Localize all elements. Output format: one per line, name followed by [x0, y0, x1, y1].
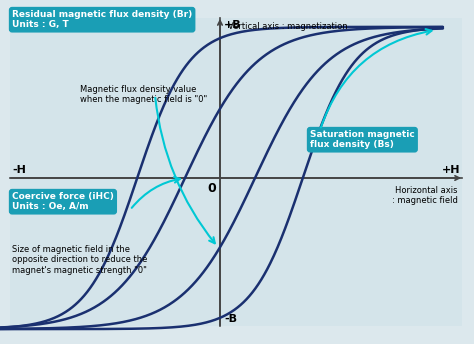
- Text: +H: +H: [441, 165, 460, 175]
- Bar: [10, 18, 462, 326]
- Text: Coercive force (iHC)
Units : Oe, A/m: Coercive force (iHC) Units : Oe, A/m: [12, 192, 114, 212]
- Text: Size of magnetic field in the
opposite direction to reduce the
magnet's magnetic: Size of magnetic field in the opposite d…: [12, 245, 147, 275]
- Text: -B: -B: [224, 314, 237, 324]
- Text: Residual magnetic flux density (Br)
Units : G, T: Residual magnetic flux density (Br) Unit…: [12, 10, 192, 29]
- Text: Horizontal axis
: magnetic field: Horizontal axis : magnetic field: [392, 186, 458, 205]
- Text: +B: +B: [224, 20, 242, 30]
- Text: 0: 0: [207, 182, 216, 195]
- Text: Saturation magnetic
flux density (Bs): Saturation magnetic flux density (Bs): [310, 130, 415, 149]
- Text: Vertical axis : magnetization: Vertical axis : magnetization: [228, 22, 347, 31]
- Text: Magnetic flux density value
when the magnetic field is "0": Magnetic flux density value when the mag…: [80, 85, 207, 104]
- Text: -H: -H: [12, 165, 26, 175]
